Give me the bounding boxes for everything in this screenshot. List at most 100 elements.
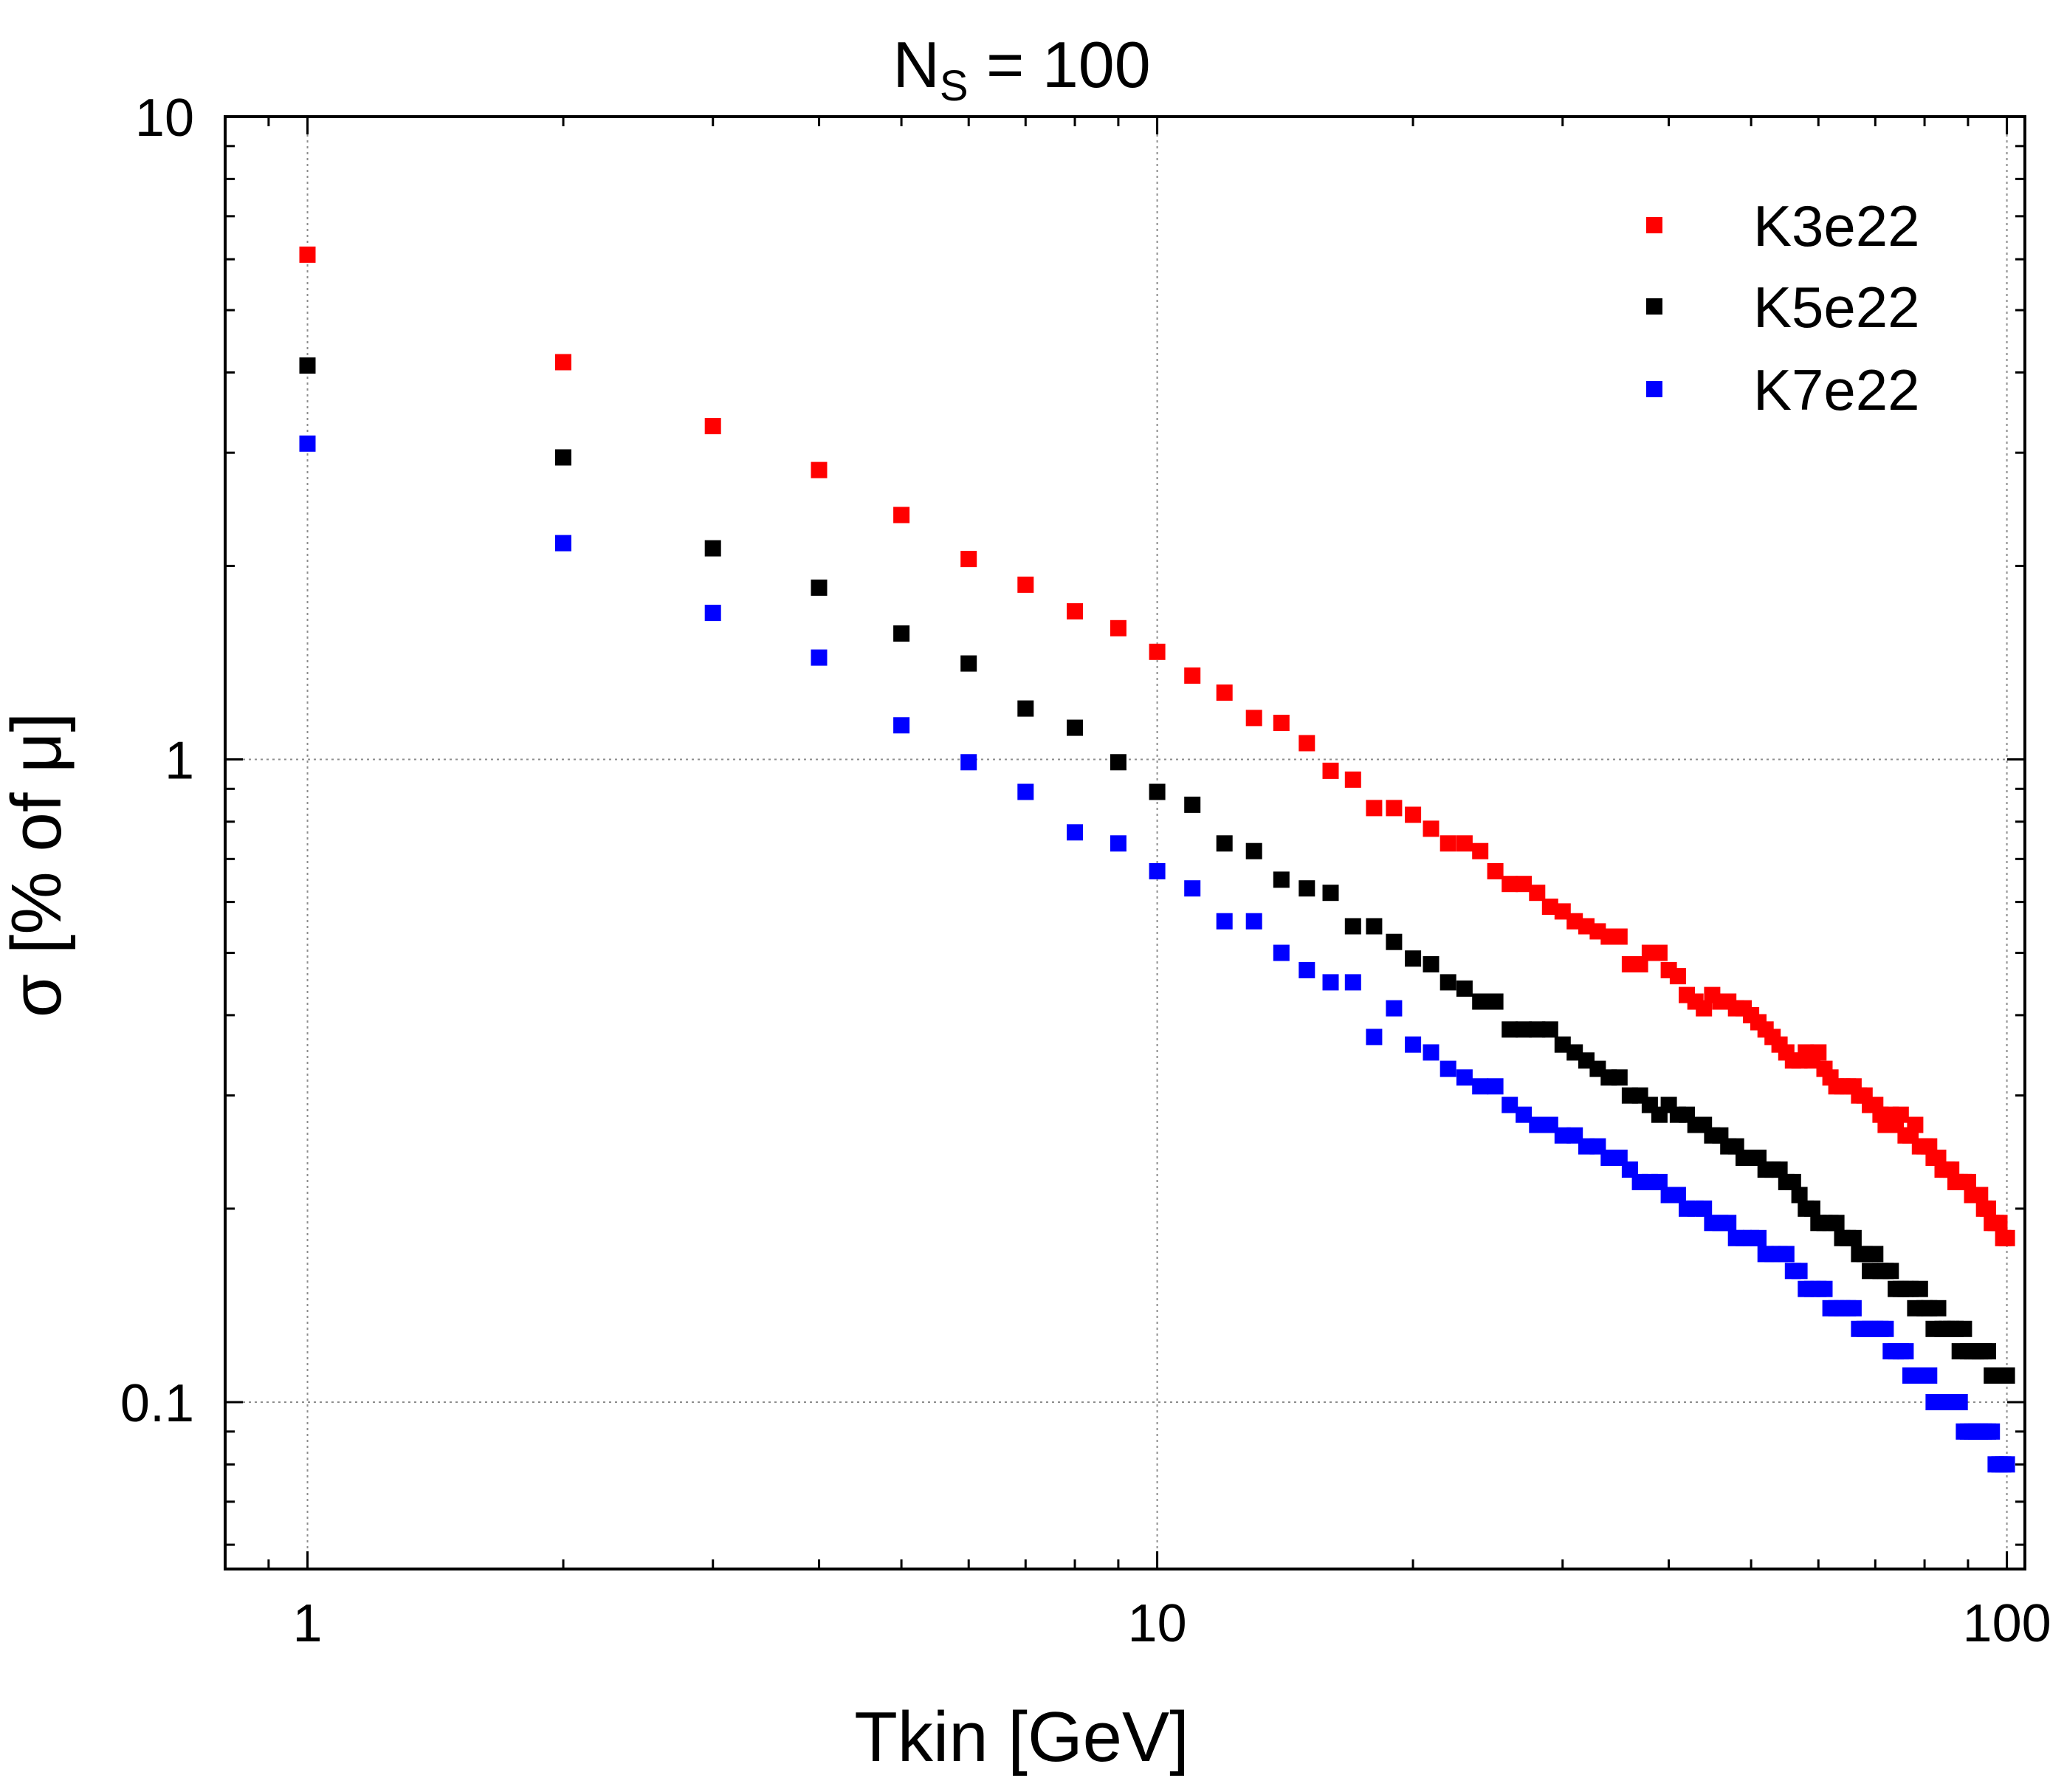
data-point-k7e22: [555, 535, 571, 552]
data-point-k5e22: [1541, 1021, 1558, 1038]
legend: K3e22 K5e22 K7e22: [1646, 193, 1920, 422]
data-point-k7e22: [1845, 1300, 1862, 1316]
data-point-k5e22: [893, 625, 910, 642]
data-point-k5e22: [1423, 956, 1440, 972]
data-point-k7e22: [1386, 1000, 1403, 1017]
data-point-k5e22: [1828, 1215, 1845, 1232]
data-point-k5e22: [1867, 1246, 1884, 1263]
data-point-k5e22: [1273, 871, 1290, 888]
data-point-k7e22: [1816, 1280, 1833, 1297]
data-point-k5e22: [1386, 933, 1403, 950]
data-point-k5e22: [1017, 700, 1034, 717]
data-point-k3e22: [704, 418, 721, 435]
data-point-k5e22: [1845, 1229, 1862, 1246]
data-point-k7e22: [1877, 1320, 1894, 1337]
data-point-k3e22: [1998, 1229, 2015, 1246]
data-point-k7e22: [1487, 1078, 1504, 1095]
data-point-k7e22: [1669, 1187, 1686, 1204]
legend-marker-k5e22: [1646, 298, 1662, 315]
data-point-k7e22: [1897, 1343, 1914, 1360]
data-points-layer: [299, 246, 2015, 1473]
data-point-k5e22: [1882, 1263, 1899, 1280]
data-point-k3e22: [1440, 835, 1456, 852]
data-point-k7e22: [1778, 1246, 1795, 1263]
chart-title-subscript: S: [940, 62, 969, 110]
data-point-k7e22: [1366, 1029, 1383, 1046]
chart-title-main: N: [892, 28, 940, 101]
data-point-k7e22: [1299, 961, 1315, 978]
data-point-k7e22: [893, 717, 910, 734]
data-point-k5e22: [1456, 980, 1473, 997]
data-point-k3e22: [1423, 820, 1440, 837]
data-point-k7e22: [1017, 783, 1034, 800]
data-point-k3e22: [1245, 710, 1262, 727]
data-point-k3e22: [1611, 928, 1628, 945]
data-point-k3e22: [1669, 968, 1686, 985]
legend-label-k7e22: K7e22: [1753, 357, 1920, 422]
data-point-k5e22: [1956, 1320, 1972, 1337]
y-tick-label: 1: [165, 731, 194, 790]
data-point-k5e22: [1611, 1069, 1628, 1086]
data-point-k3e22: [1502, 876, 1518, 893]
chart-title-rest: = 100: [969, 28, 1151, 101]
data-point-k3e22: [1943, 1161, 1960, 1178]
data-point-k3e22: [1810, 1044, 1827, 1061]
data-point-k7e22: [960, 754, 977, 771]
data-point-k7e22: [299, 435, 316, 452]
data-point-k7e22: [1516, 1106, 1533, 1123]
data-point-k3e22: [1991, 1215, 2008, 1232]
data-point-k7e22: [1951, 1394, 1968, 1410]
data-point-k7e22: [1921, 1367, 1938, 1384]
data-point-k3e22: [1907, 1116, 1924, 1133]
data-point-k7e22: [1541, 1116, 1558, 1133]
data-point-k7e22: [1344, 974, 1361, 991]
data-point-k7e22: [1998, 1456, 2015, 1473]
data-point-k3e22: [1344, 771, 1361, 788]
data-point-k3e22: [1184, 667, 1201, 684]
data-point-k7e22: [1472, 1078, 1489, 1095]
minor-ticks: [225, 117, 2025, 1569]
data-point-k7e22: [1110, 835, 1127, 852]
data-point-k5e22: [1405, 950, 1422, 967]
data-point-k5e22: [1784, 1173, 1801, 1190]
data-point-k7e22: [1273, 944, 1290, 961]
data-point-k3e22: [1405, 806, 1422, 823]
data-point-k3e22: [1487, 862, 1504, 879]
data-point-k5e22: [1980, 1343, 1996, 1360]
data-point-k7e22: [1750, 1229, 1767, 1246]
data-point-k3e22: [1696, 1000, 1713, 1017]
legend-marker-k7e22: [1646, 381, 1662, 397]
data-point-k3e22: [893, 507, 910, 523]
data-point-k3e22: [555, 354, 571, 371]
data-point-k7e22: [1529, 1116, 1546, 1133]
data-point-k7e22: [1791, 1263, 1808, 1280]
legend-label-k3e22: K3e22: [1753, 193, 1920, 258]
data-point-k3e22: [1959, 1173, 1976, 1190]
y-tick-label: 0.1: [120, 1374, 194, 1433]
data-point-k5e22: [1998, 1367, 2015, 1384]
data-point-k5e22: [1184, 796, 1201, 813]
data-point-k5e22: [1911, 1280, 1928, 1297]
data-point-k3e22: [1273, 715, 1290, 731]
data-point-k5e22: [960, 655, 977, 672]
data-point-k5e22: [811, 579, 828, 596]
x-tick-label: 1: [293, 1594, 323, 1653]
data-point-k3e22: [1299, 735, 1315, 752]
data-point-k5e22: [555, 449, 571, 466]
data-point-k3e22: [299, 246, 316, 263]
data-point-k3e22: [1017, 576, 1034, 593]
data-point-k5e22: [1245, 842, 1262, 859]
data-point-k7e22: [811, 649, 828, 666]
data-point-k7e22: [1322, 974, 1339, 991]
data-point-k5e22: [1440, 974, 1456, 991]
data-point-k7e22: [1440, 1060, 1456, 1077]
data-point-k3e22: [1972, 1187, 1989, 1204]
data-point-k7e22: [1405, 1036, 1422, 1053]
data-point-k7e22: [1456, 1069, 1473, 1086]
data-point-k7e22: [1502, 1096, 1518, 1113]
x-tick-label: 10: [1128, 1594, 1187, 1653]
data-point-k5e22: [1791, 1187, 1808, 1204]
data-point-k5e22: [1487, 993, 1504, 1010]
data-point-k3e22: [960, 551, 977, 568]
